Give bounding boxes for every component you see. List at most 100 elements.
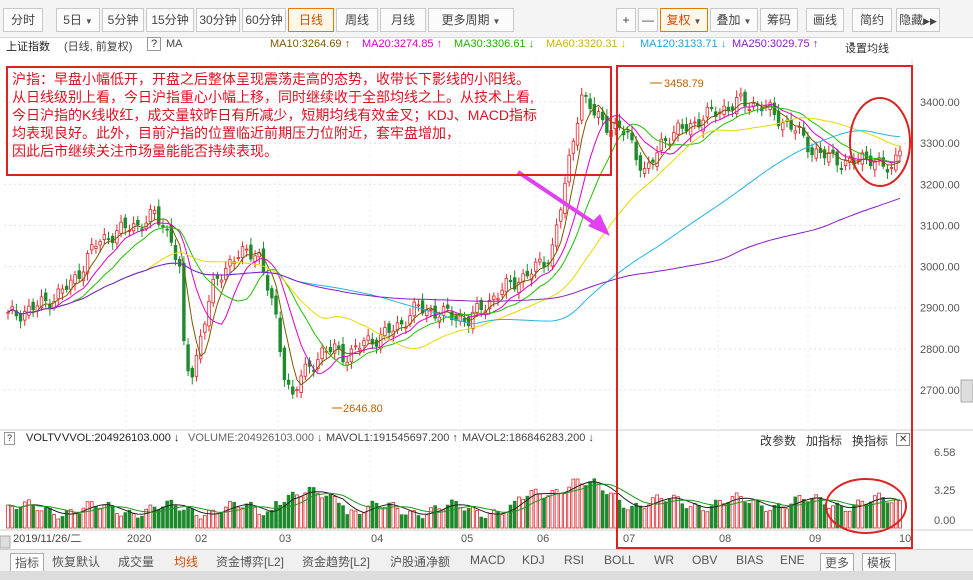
- period-tab-5day[interactable]: 5日 ▼: [56, 8, 100, 32]
- simple-mode-button[interactable]: 简约: [852, 8, 892, 32]
- ma60-value: MA60:3320.31 ↓: [546, 38, 627, 50]
- bottom-strip: [0, 571, 973, 580]
- zoom-out-button[interactable]: —: [638, 8, 658, 32]
- volume-bar: [747, 503, 752, 529]
- volume-bar: [374, 502, 379, 529]
- volume-bar: [18, 507, 23, 529]
- overlay-dropdown[interactable]: 叠加 ▼: [710, 8, 758, 32]
- volume-bar: [713, 499, 718, 529]
- period-tab-weekly[interactable]: 周线: [336, 8, 378, 32]
- add-indicator-button[interactable]: 加指标: [806, 434, 843, 448]
- change-params-button[interactable]: 改参数: [760, 434, 797, 448]
- period-tab-intraday[interactable]: 分时: [3, 8, 43, 32]
- period-tab-15min[interactable]: 15分钟: [146, 8, 194, 32]
- draw-line-button[interactable]: 画线: [806, 8, 844, 32]
- candle-body: [270, 288, 274, 299]
- volume-bar: [144, 508, 148, 529]
- volume-bar: [529, 489, 534, 529]
- close-icon[interactable]: ✕: [896, 433, 911, 446]
- volume-bar: [412, 510, 417, 529]
- help-icon[interactable]: ?: [147, 37, 162, 51]
- volume-bar: [797, 494, 802, 529]
- low-price-label: 2646.80: [343, 403, 383, 415]
- candle-body: [94, 245, 98, 249]
- chip-button[interactable]: 筹码: [760, 8, 798, 32]
- volume-bar: [257, 513, 262, 529]
- volume-bar: [621, 507, 626, 529]
- volume-info-row: ? VOLTV VVOL:204926103.000 ↓ VOLUME:2049…: [0, 432, 973, 448]
- tab-northbound[interactable]: 沪股通净额: [390, 555, 451, 569]
- candle-body: [801, 127, 806, 136]
- tab-obv[interactable]: OBV: [692, 553, 718, 567]
- volume-bar: [718, 500, 722, 529]
- tab-macd[interactable]: MACD: [470, 553, 506, 567]
- candle-body: [215, 275, 220, 279]
- pointer-arrow-icon: [516, 170, 602, 229]
- candle-body: [186, 344, 190, 372]
- tab-wr[interactable]: WR: [654, 553, 674, 567]
- volume-bar: [806, 501, 810, 529]
- volume-bar: [69, 509, 73, 529]
- candle-body: [345, 361, 349, 366]
- hide-button[interactable]: 隐藏▶▶: [896, 8, 940, 32]
- candlestick-chart[interactable]: 3400.00 3300.00 3200.00 3100.00 3000.00 2900.…: [0, 54, 973, 550]
- y-tick-label: 2800.00: [920, 344, 960, 356]
- tab-bias[interactable]: BIAS: [736, 553, 764, 567]
- candle-body: [705, 106, 710, 118]
- tab-restore-default[interactable]: 恢复默认: [52, 555, 101, 569]
- tab-ene[interactable]: ENE: [780, 553, 805, 567]
- x-tick-label: 05: [461, 533, 473, 545]
- tab-template[interactable]: 模板: [862, 553, 897, 572]
- tab-volume[interactable]: 成交量: [118, 555, 155, 569]
- period-tab-60min[interactable]: 60分钟: [242, 8, 286, 32]
- help-icon[interactable]: ?: [4, 432, 16, 445]
- volume-bar: [554, 489, 559, 529]
- candle-body: [580, 94, 584, 121]
- tab-indicators[interactable]: 指标: [10, 553, 45, 572]
- candle-body: [148, 209, 153, 223]
- zoom-in-button[interactable]: +: [616, 8, 636, 32]
- period-tab-more[interactable]: 更多周期 ▼: [428, 8, 514, 32]
- volume-bar: [563, 493, 567, 529]
- volume-bar: [688, 506, 693, 529]
- ma-line-ma10: [7, 101, 901, 386]
- period-tab-30min[interactable]: 30分钟: [196, 8, 240, 32]
- candle-body: [651, 159, 655, 163]
- volume-bar: [35, 510, 40, 529]
- candle-body: [136, 219, 140, 226]
- volume-bar: [366, 505, 370, 529]
- volume-bar: [249, 501, 253, 529]
- tab-fund-game[interactable]: 资金博弈[L2]: [216, 555, 285, 569]
- period-tab-daily[interactable]: 日线: [288, 8, 334, 32]
- volume-bar: [223, 506, 228, 529]
- candle-body: [169, 225, 174, 243]
- volume-bar: [39, 510, 44, 529]
- vol-tick-label: 6.58: [934, 447, 955, 459]
- volume-bar: [345, 514, 350, 529]
- tab-more[interactable]: 更多: [820, 553, 855, 572]
- candle-body: [822, 149, 827, 159]
- tab-kdj[interactable]: KDJ: [522, 553, 545, 567]
- volume-bar: [579, 483, 584, 529]
- volume-bar: [303, 492, 308, 529]
- tab-ma[interactable]: 均线: [174, 555, 199, 569]
- period-tab-monthly[interactable]: 月线: [380, 8, 426, 32]
- candle-body: [383, 327, 387, 337]
- volume-bar: [43, 507, 48, 529]
- fq-dropdown[interactable]: 复权 ▼: [660, 8, 708, 32]
- candle-body: [228, 259, 232, 267]
- tab-rsi[interactable]: RSI: [564, 553, 585, 567]
- tab-fund-trend[interactable]: 资金趋势[L2]: [302, 555, 371, 569]
- chevron-down-icon: ▼: [492, 17, 501, 26]
- vol-tick-label: 3.25: [934, 485, 955, 497]
- swap-indicator-button[interactable]: 换指标: [852, 434, 889, 448]
- vol-tick-label: 0.00: [934, 515, 955, 527]
- volume-bar: [831, 505, 835, 529]
- candle-body: [249, 244, 253, 260]
- x-tick-label: 02: [195, 533, 207, 545]
- tab-boll[interactable]: BOLL: [604, 553, 635, 567]
- candle-body: [429, 309, 433, 311]
- volume-bar: [244, 503, 249, 529]
- period-tab-5min[interactable]: 5分钟: [102, 8, 144, 32]
- volume-bar: [512, 500, 517, 529]
